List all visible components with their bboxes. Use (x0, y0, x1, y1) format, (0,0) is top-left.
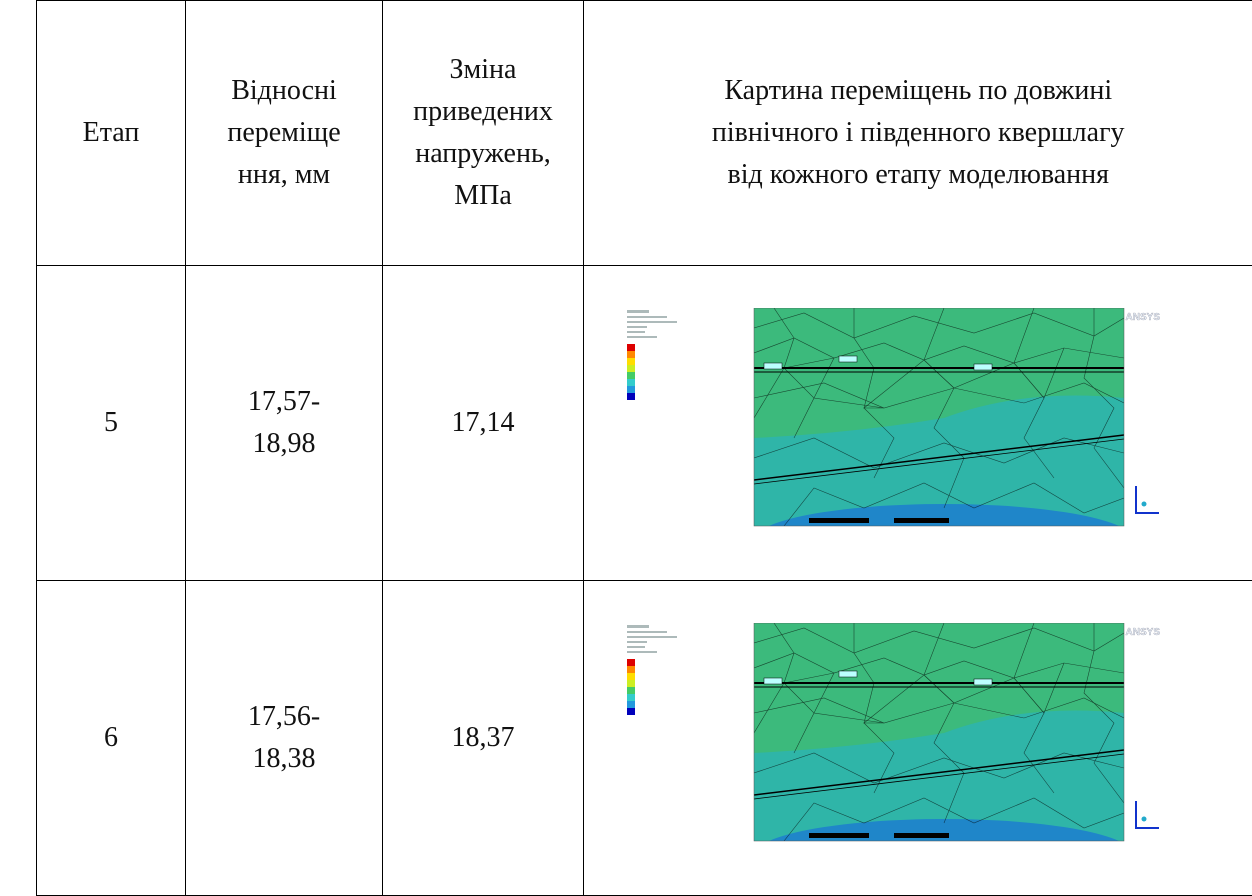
cell: 17,56- 18,38 (186, 581, 383, 896)
logo: ANSYS (1126, 312, 1161, 323)
row: 5 17,57- 18,98 17,14 ANSYS (37, 266, 1252, 581)
simulation-image: ANSYS (624, 623, 1164, 853)
image-cell: ANSYS (584, 581, 1252, 896)
cell: 6 (37, 581, 186, 896)
cell: 17,57- 18,98 (186, 266, 383, 581)
simulation-image: ANSYS (624, 308, 1164, 538)
header-cell: Зміна приведених напружень, МПа (383, 1, 584, 266)
cell: 5 (37, 266, 186, 581)
row: 6 17,56- 18,38 18,37 ANSYS (37, 581, 1252, 896)
page: Етап Відносні переміще ння, мм Зміна при… (0, 0, 1252, 764)
header-cell: Картина переміщень по довжині північного… (584, 1, 1252, 266)
cell: 17,14 (383, 266, 584, 581)
header-row: Етап Відносні переміще ння, мм Зміна при… (37, 1, 1252, 266)
logo: ANSYS (1126, 627, 1161, 638)
cell: 18,37 (383, 581, 584, 896)
header-cell: Відносні переміще ння, мм (186, 1, 383, 266)
table: Етап Відносні переміще ння, мм Зміна при… (36, 0, 1252, 896)
image-cell: ANSYS (584, 266, 1252, 581)
header-cell: Етап (37, 1, 186, 266)
